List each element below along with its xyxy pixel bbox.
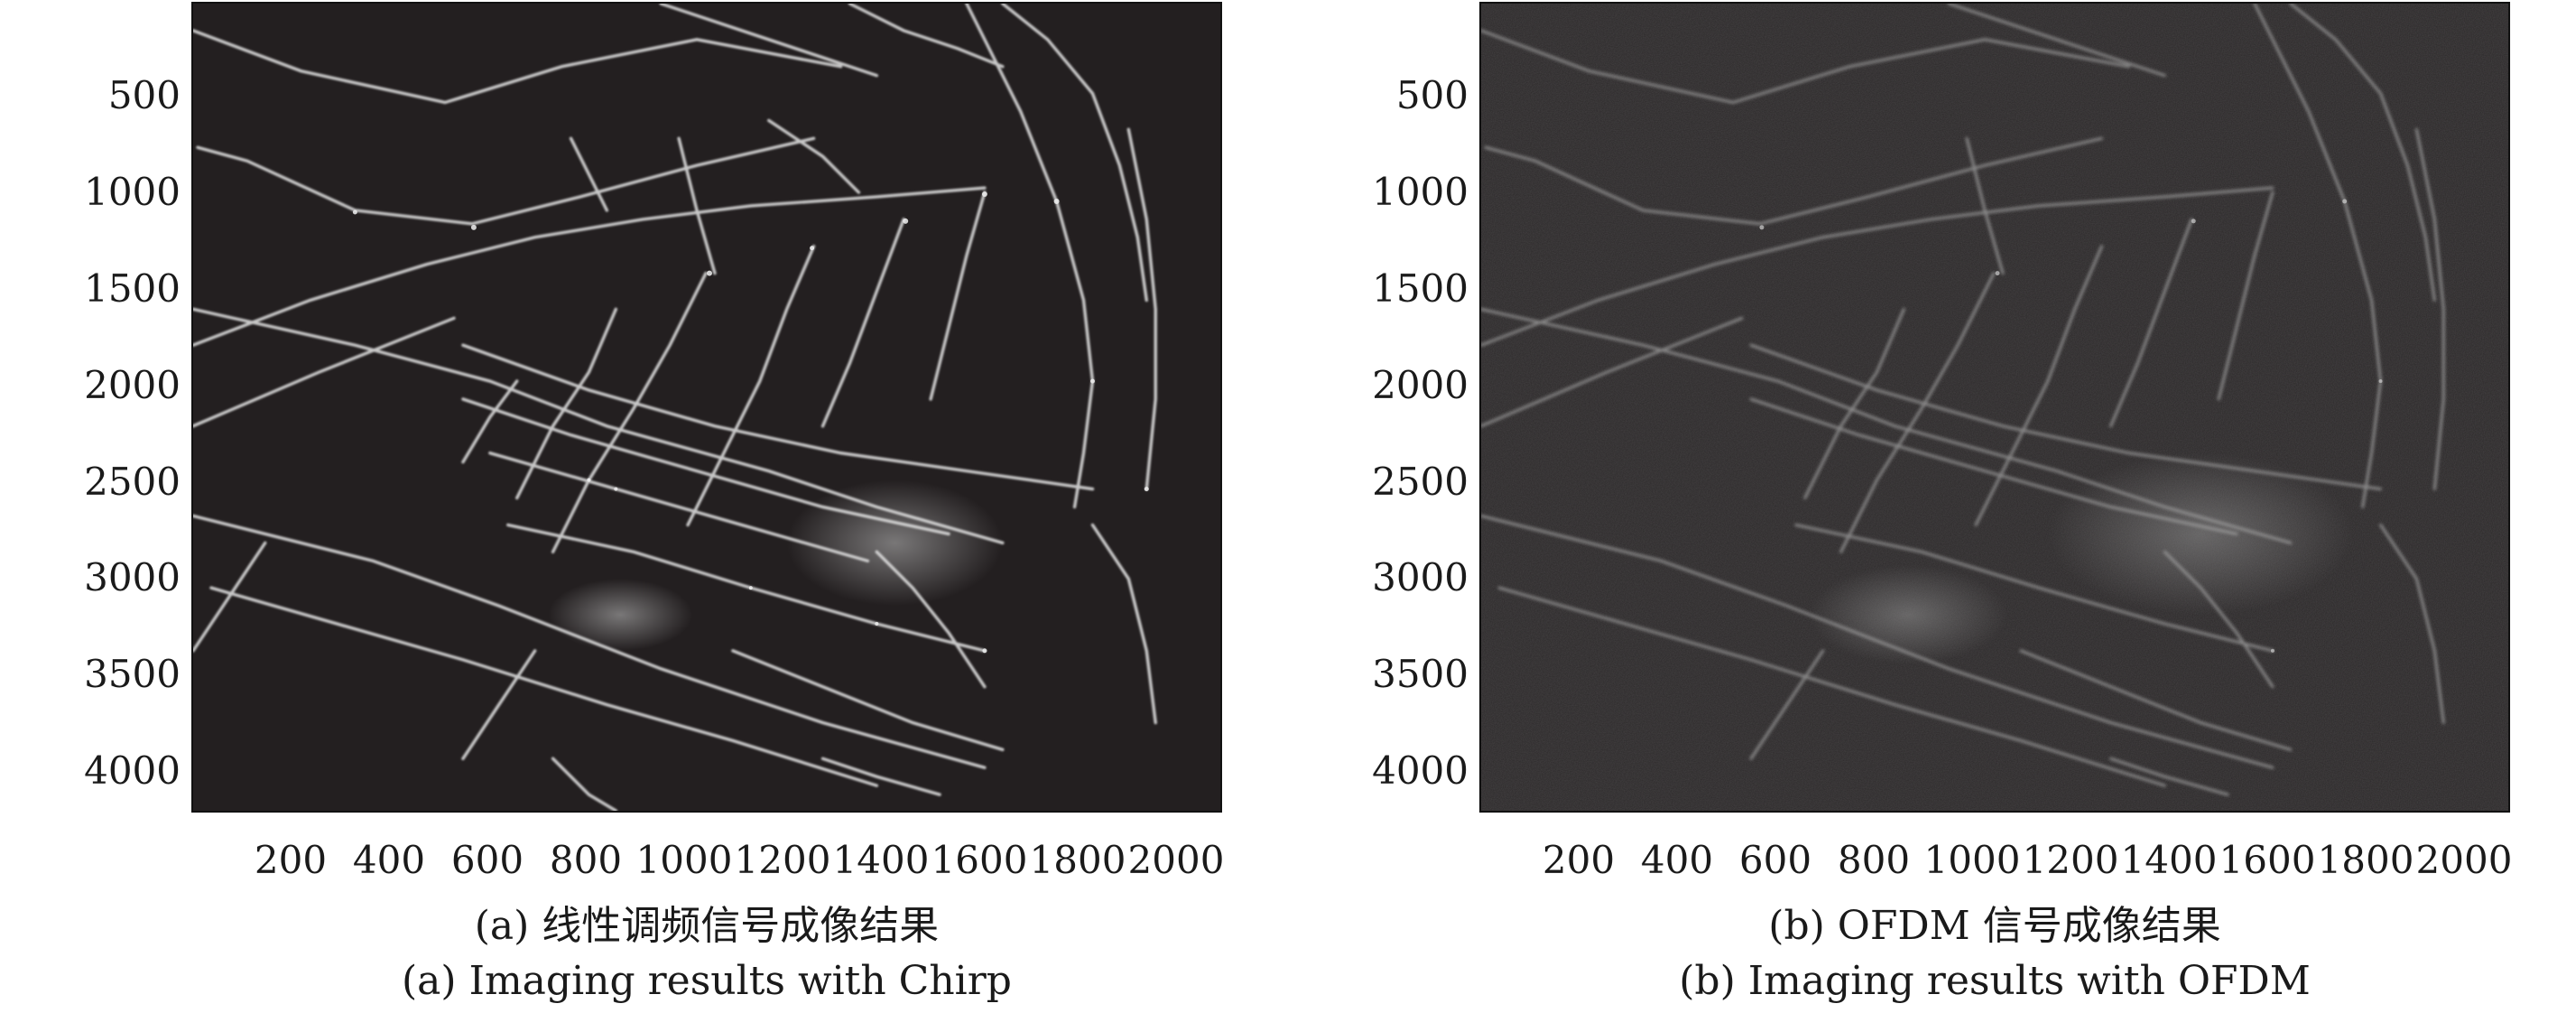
y-tick-label: 2500 <box>1372 460 1469 504</box>
x-tick-label: 600 <box>450 838 524 882</box>
x-tick-label: 1200 <box>734 838 831 882</box>
sar-image-chirp-canvas <box>193 4 1220 811</box>
y-tick-label: 4000 <box>1372 748 1469 793</box>
x-tick-label: 1800 <box>2317 838 2414 882</box>
x-tick-label: 800 <box>549 838 623 882</box>
y-tick-label: 1000 <box>84 170 181 214</box>
y-tick-label: 3500 <box>84 652 181 696</box>
x-tick-label: 400 <box>1640 838 1714 882</box>
y-tick-label: 3500 <box>1372 652 1469 696</box>
x-tick-label: 400 <box>352 838 426 882</box>
caption-english: (a) Imaging results with Chirp <box>402 958 1012 1004</box>
y-tick-label: 3000 <box>1372 555 1469 599</box>
x-tick-label: 200 <box>254 838 328 882</box>
panel-chirp: 500 1000 1500 2000 2500 3000 3500 4000 2… <box>84 2 1225 1004</box>
y-tick-label: 500 <box>107 73 181 117</box>
x-tick-label: 1200 <box>2022 838 2119 882</box>
x-tick-label: 1600 <box>2219 838 2316 882</box>
x-tick-label: 1400 <box>2120 838 2218 882</box>
x-tick-label: 1400 <box>832 838 930 882</box>
x-tick-label: 1600 <box>931 838 1028 882</box>
x-tick-label: 800 <box>1837 838 1911 882</box>
y-tick-label: 4000 <box>84 748 181 793</box>
x-tick-label: 2000 <box>2415 838 2513 882</box>
y-tick-label: 2500 <box>84 460 181 504</box>
x-tick-label: 1800 <box>1029 838 1126 882</box>
x-tick-label: 200 <box>1542 838 1616 882</box>
caption-chinese: (b) OFDM 信号成像结果 <box>1768 903 2221 949</box>
y-tick-label: 1500 <box>1372 266 1469 311</box>
y-tick-label: 2000 <box>1372 363 1469 407</box>
y-tick-label: 3000 <box>84 555 181 599</box>
y-tick-label: 500 <box>1395 73 1469 117</box>
caption-chinese: (a) 线性调频信号成像结果 <box>474 903 940 949</box>
panel-ofdm: 500 1000 1500 2000 2500 3000 3500 4000 2… <box>1288 0 2576 1013</box>
x-tick-label: 2000 <box>1127 838 1225 882</box>
sar-image-ofdm-canvas <box>1481 4 2508 811</box>
caption-english: (b) Imaging results with OFDM <box>1679 958 2311 1004</box>
y-tick-label: 2000 <box>84 363 181 407</box>
x-tick-label: 600 <box>1738 838 1812 882</box>
x-tick-label: 1000 <box>635 838 733 882</box>
sar-image-ofdm <box>1479 2 2510 813</box>
x-tick-label: 1000 <box>1923 838 2021 882</box>
y-tick-label: 1500 <box>84 266 181 311</box>
y-tick-label: 1000 <box>1372 170 1469 214</box>
sar-image-chirp <box>191 2 1222 813</box>
